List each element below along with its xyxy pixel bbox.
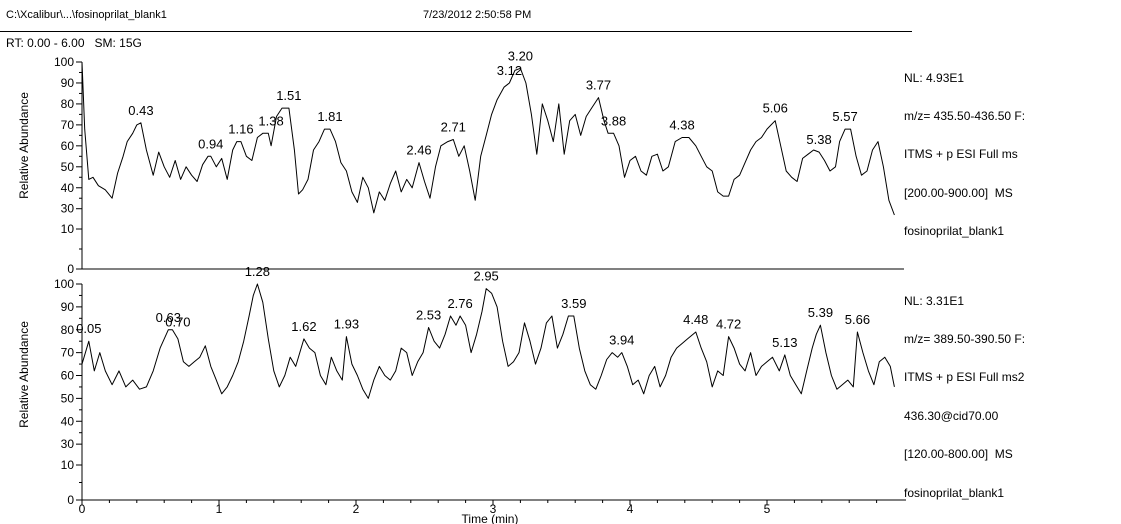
chromatogram-trace-1 [81, 61, 895, 216]
panel2-info-line: ITMS + p ESI Full ms2 [904, 370, 1025, 385]
x-tick-label: 1 [216, 502, 223, 516]
peak-label: 0.63 [156, 310, 181, 325]
panel2-info-line: [120.00-800.00] MS [904, 447, 1013, 462]
y-tick-label: 10 [61, 458, 75, 472]
panel1-info-line: ITMS + p ESI Full ms [904, 147, 1018, 162]
peak-label: 4.48 [683, 312, 708, 327]
peak-label: 1.28 [245, 264, 270, 279]
y-tick-label: 50 [61, 391, 75, 405]
y-tick-label: 40 [61, 414, 75, 428]
peak-label: 2.46 [406, 143, 431, 158]
panel1-info-line: NL: 4.93E1 [904, 70, 965, 85]
peak-label: 0.43 [128, 103, 153, 118]
peak-label: 0.05 [76, 321, 101, 336]
peak-label: 5.39 [808, 305, 833, 320]
panel1-info-line: [200.00-900.00] MS [904, 185, 1013, 200]
peak-label: 5.13 [772, 335, 797, 350]
x-tick-label: 4 [627, 502, 634, 516]
peak-label: 3.59 [561, 296, 586, 311]
peak-label: 2.71 [441, 120, 466, 135]
y-tick-label: 60 [61, 369, 75, 383]
panel2-info-line: 436.30@cid70.00 [904, 408, 999, 423]
y-tick-label: 0 [67, 493, 74, 507]
peak-label: 0.70 [165, 314, 190, 329]
y-tick-label: 60 [61, 139, 75, 153]
peak-label: 3.94 [609, 333, 634, 348]
peak-label: 4.38 [669, 117, 694, 132]
peak-label: 5.66 [845, 312, 870, 327]
header-bar: C:\Xcalibur\...\fosinoprilat_blank1 7/23… [0, 0, 1121, 32]
peak-label: 3.88 [601, 113, 626, 128]
y-tick-label: 30 [61, 437, 75, 451]
peak-label: 2.53 [416, 307, 441, 322]
y-tick-label: 90 [61, 76, 75, 90]
y-tick-label: 80 [61, 97, 75, 111]
panel2-info-line: m/z= 389.50-390.50 F: [904, 331, 1026, 346]
panel1-info: NL: 4.93E1 m/z= 435.50-436.50 F: ITMS + … [904, 46, 1025, 251]
peak-label: 3.20 [508, 48, 533, 63]
panel2-info-line: NL: 3.31E1 [904, 293, 965, 308]
peak-label: 5.06 [763, 101, 788, 116]
y-tick-label: 50 [61, 160, 75, 174]
y-axis-label: Relative Abundance [17, 321, 31, 428]
x-tick-label: 2 [353, 502, 360, 516]
peak-label: 5.38 [806, 132, 831, 147]
y-tick-label: 10 [61, 222, 75, 236]
peak-label: 4.72 [716, 317, 741, 332]
peak-label: 3.12 [497, 63, 522, 78]
timestamp: 7/23/2012 2:50:58 PM [423, 9, 532, 21]
peak-label: 2.76 [447, 296, 472, 311]
panel2-info-line: fosinoprilat_blank1 [904, 485, 1005, 500]
x-tick-label: 0 [79, 502, 86, 516]
rt-range-label: RT: 0.00 - 6.00 SM: 15G [6, 36, 142, 50]
y-tick-label: 80 [61, 323, 75, 337]
panel2-info: NL: 3.31E1 m/z= 389.50-390.50 F: ITMS + … [904, 269, 1025, 512]
y-tick-label: 30 [61, 202, 75, 216]
peak-label: 1.51 [276, 88, 301, 103]
y-tick-label: 100 [54, 277, 74, 291]
peak-label: 1.16 [228, 122, 253, 137]
y-tick-label: 40 [61, 181, 75, 195]
peak-label: 0.94 [198, 136, 223, 151]
y-tick-label: 70 [61, 346, 75, 360]
x-tick-label: 5 [764, 502, 771, 516]
peak-label: 1.93 [334, 317, 359, 332]
panel1-info-line: m/z= 435.50-436.50 F: [904, 108, 1026, 123]
chromatogram-trace-2 [81, 283, 895, 399]
peak-label: 1.81 [317, 109, 342, 124]
peak-label: 1.62 [291, 319, 316, 334]
y-tick-label: 100 [54, 55, 74, 69]
y-tick-label: 0 [67, 262, 74, 276]
header-divider [0, 31, 912, 32]
y-axis-label: Relative Abundance [17, 92, 31, 199]
x-axis-label: Time (min) [462, 512, 519, 524]
file-path: C:\Xcalibur\...\fosinoprilat_blank1 [6, 9, 167, 21]
peak-label: 1.38 [258, 113, 283, 128]
y-tick-label: 90 [61, 300, 75, 314]
peak-label: 5.57 [832, 109, 857, 124]
x-tick-label: 3 [490, 502, 497, 516]
panel1-info-line: fosinoprilat_blank1 [904, 224, 1005, 239]
peak-label: 3.77 [586, 78, 611, 93]
y-tick-label: 70 [61, 118, 75, 132]
peak-label: 2.95 [473, 269, 498, 284]
